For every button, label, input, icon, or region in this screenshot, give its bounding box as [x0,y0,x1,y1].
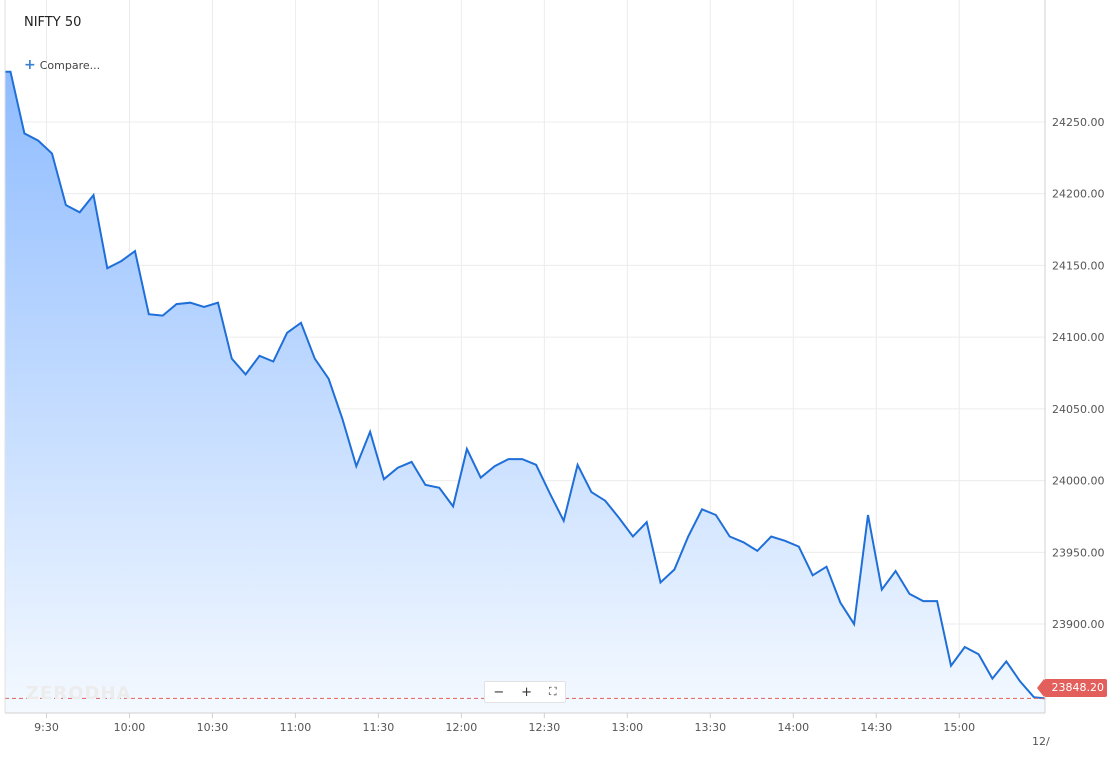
x-tick-label: 14:30 [860,721,892,734]
zoom-out-button[interactable]: − [493,684,505,700]
zoom-toolbar: − + ⛶ [484,681,566,703]
x-tick-label: 15:00 [943,721,975,734]
y-tick-label: 24200.00 [1052,188,1105,201]
x-tick-label: 14:00 [777,721,809,734]
x-tick-label: 12:30 [529,721,561,734]
last-price-badge: 23848.20 [1037,679,1107,697]
fullscreen-icon[interactable]: ⛶ [548,685,557,698]
x-tick-label: 11:30 [363,721,395,734]
y-tick-label: 23950.00 [1052,546,1105,559]
plus-icon: + [24,57,36,73]
x-tick-label: 13:00 [611,721,643,734]
price-area-fill [5,71,1045,713]
y-tick-label: 24150.00 [1052,259,1105,272]
x-tick-label: 11:00 [280,721,312,734]
y-tick-label: 24100.00 [1052,331,1105,344]
x-tick-label: 13:30 [694,721,726,734]
y-tick-label: 24250.00 [1052,116,1105,129]
compare-button[interactable]: + Compare... [24,57,100,73]
y-tick-label: 24050.00 [1052,403,1105,416]
x-tick-label: 9:30 [34,721,59,734]
compare-label: Compare... [39,59,101,72]
price-line [5,70,1046,700]
date-label-partial: 12/ [1032,735,1050,748]
x-tick-label: 10:30 [197,721,229,734]
y-tick-label: 24000.00 [1052,475,1105,488]
x-tick-label: 10:00 [114,721,146,734]
zoom-in-button[interactable]: + [521,684,533,700]
y-tick-label: 23900.00 [1052,618,1105,631]
zerodha-watermark: ZERODHA [26,683,132,704]
x-tick-label: 12:00 [446,721,478,734]
symbol-title: NIFTY 50 [24,15,82,30]
